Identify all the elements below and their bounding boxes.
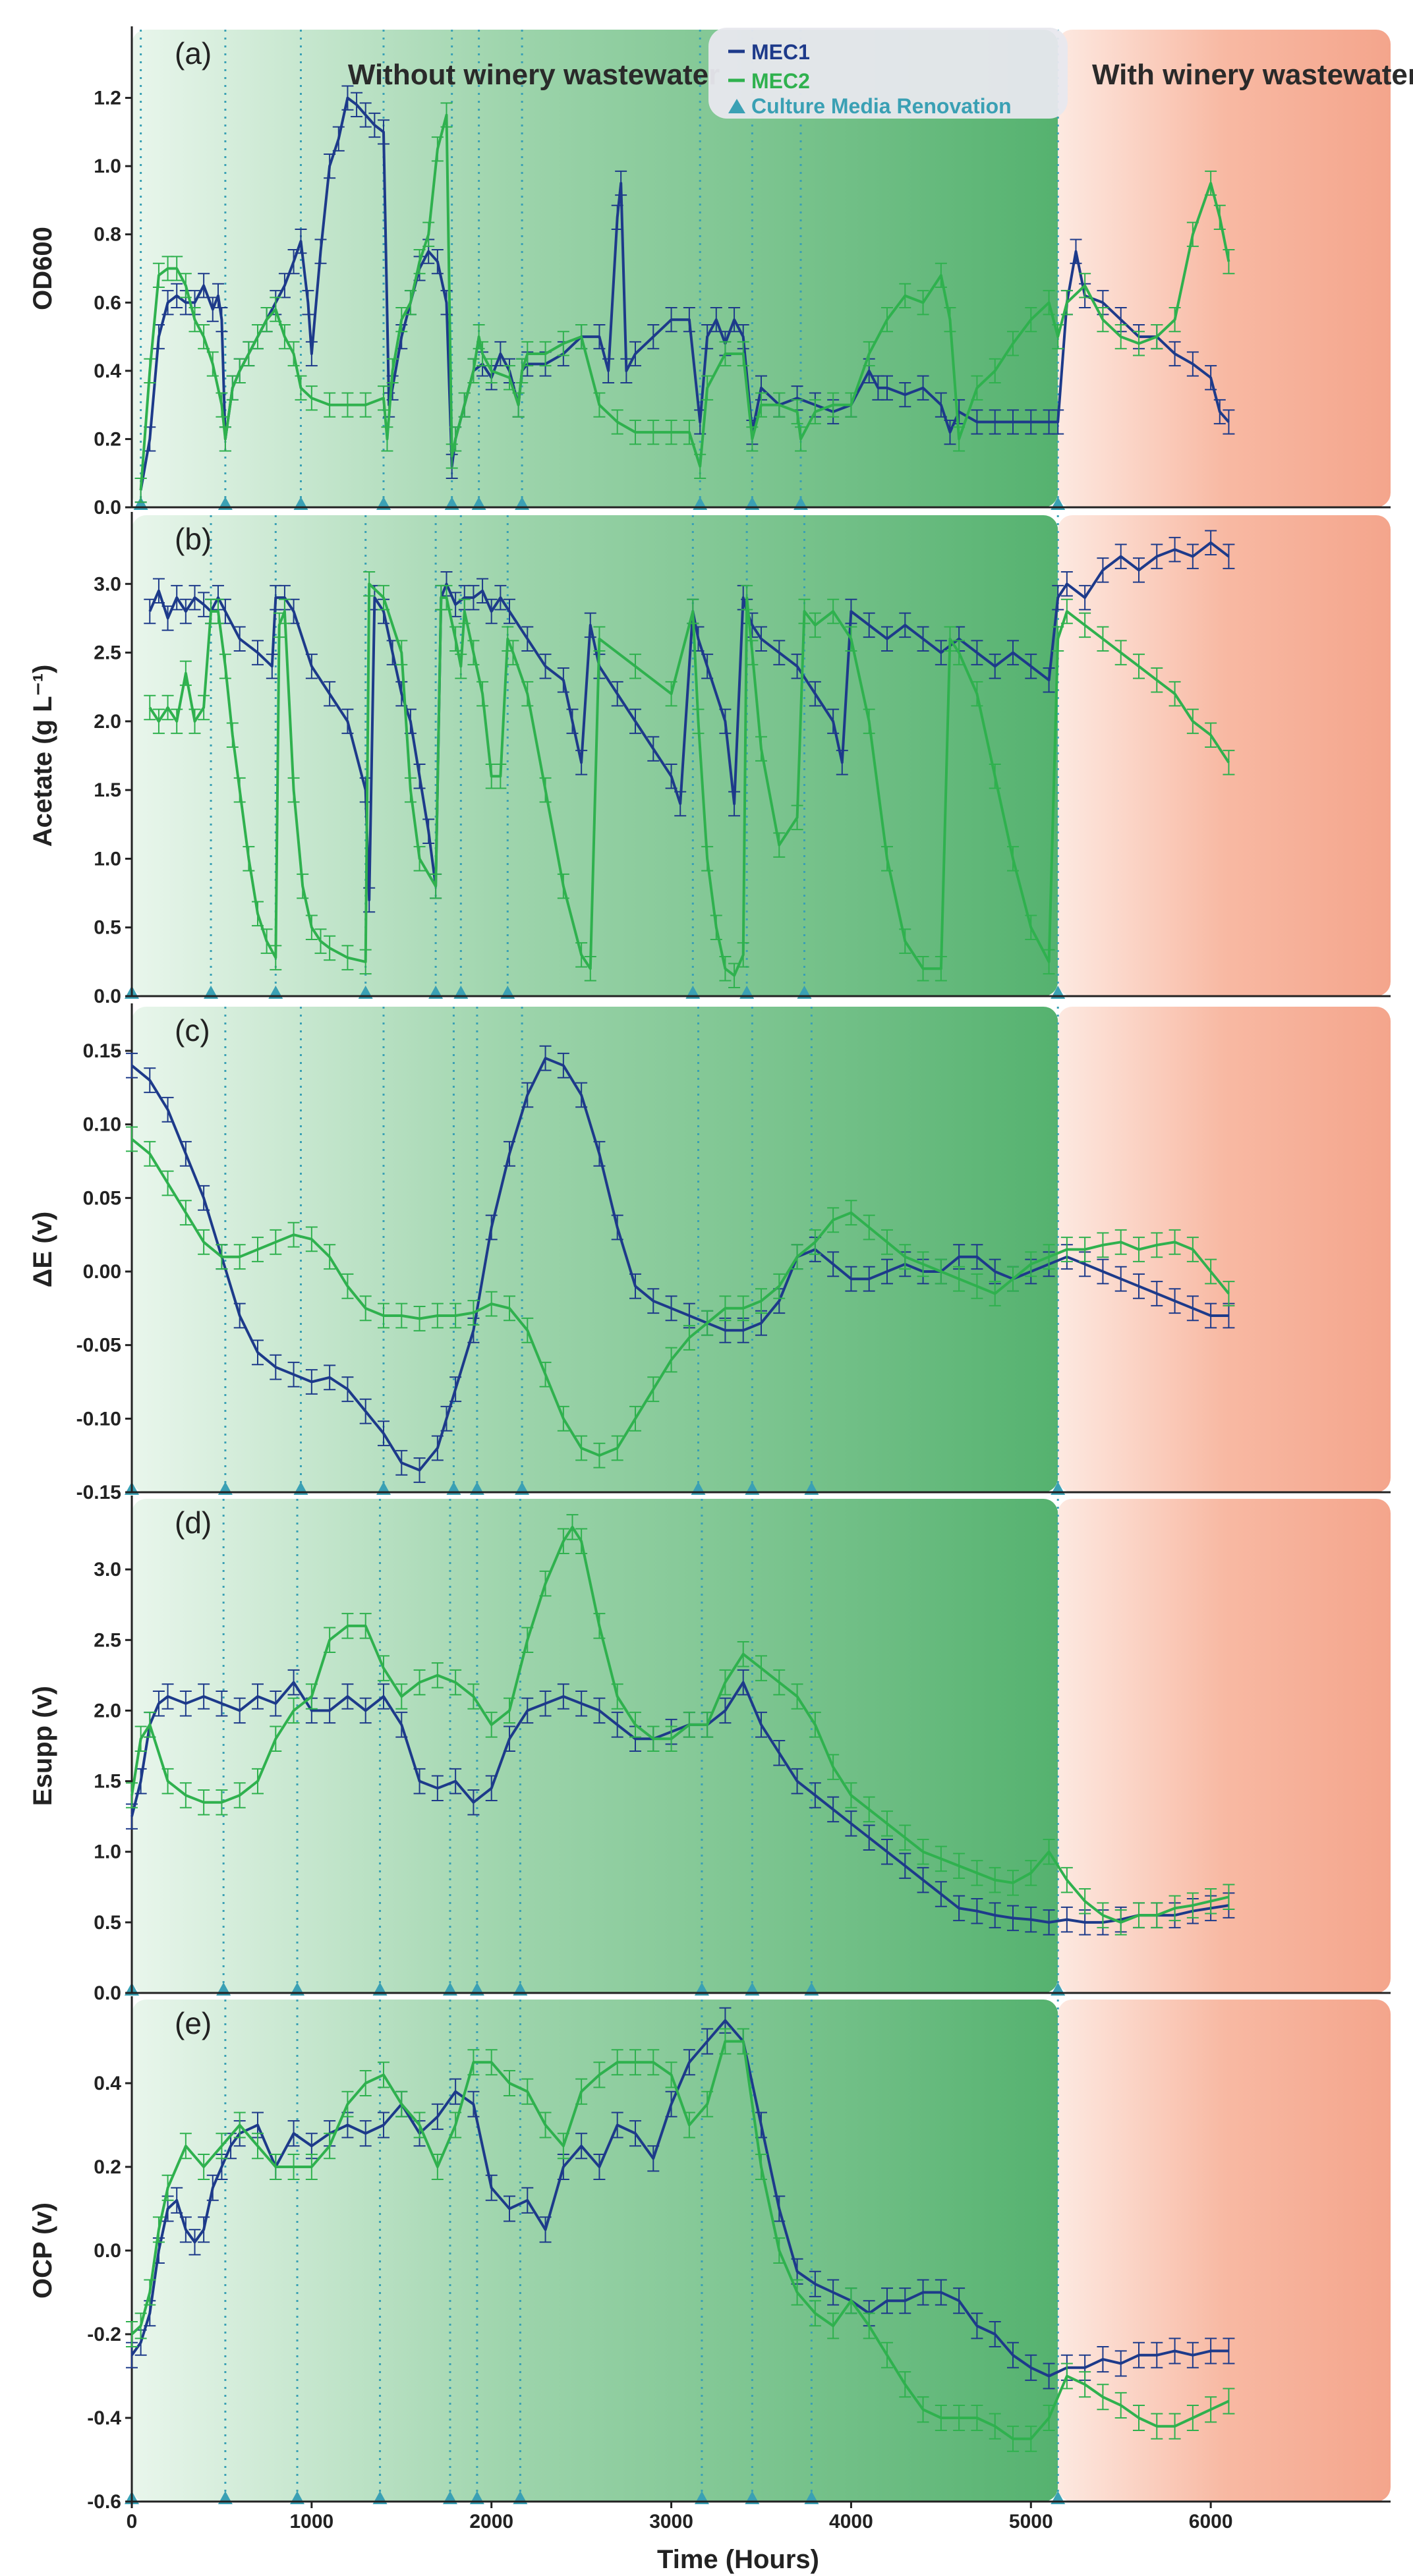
zone-without-wastewater xyxy=(132,2000,1058,2502)
y-tick-label: 1.0 xyxy=(94,848,121,870)
x-tick-label: 5000 xyxy=(1009,2511,1053,2533)
legend-background xyxy=(708,28,1068,119)
y-tick-label: -0.2 xyxy=(87,2324,121,2345)
y-tick-label: -0.10 xyxy=(76,1408,121,1430)
y-tick-label: 1.0 xyxy=(94,155,121,177)
legend-renovation-label: Culture Media Renovation xyxy=(751,94,1012,118)
series-line-mec2 xyxy=(130,1525,1229,1924)
y-tick-label: 0.8 xyxy=(94,224,121,246)
y-tick-label: 0.5 xyxy=(94,917,121,939)
legend: MEC1 MEC2 Culture Media Renovation xyxy=(708,28,1068,119)
y-tick-label: 0.0 xyxy=(94,497,121,518)
y-tick-label: 2.0 xyxy=(94,711,121,733)
panel-d: 0.0 0.5 1.0 1.5 2.0 2.5 3.0 Esupp (v) (d) xyxy=(28,1496,1391,2004)
series-line-mec1 xyxy=(130,2019,1229,2378)
x-tick-label: 4000 xyxy=(829,2511,873,2533)
series-mec1 xyxy=(144,530,1235,913)
panel-label: (a) xyxy=(175,36,212,70)
y-tick-label: 0.10 xyxy=(83,1114,121,1136)
y-tick-label: 0.4 xyxy=(94,360,121,382)
series-mec2 xyxy=(144,571,1235,988)
series-mec2 xyxy=(134,102,1235,503)
x-axis-label: Time (Hours) xyxy=(657,2545,819,2574)
panel-b: 0.0 0.5 1.0 1.5 2.0 2.5 3.0 Acetate (g L⁻¹) (b) xyxy=(28,512,1391,1007)
y-tick-label: 0.5 xyxy=(94,1912,121,1934)
y-axis-label: OD600 xyxy=(28,227,57,310)
x-tick-label: 1000 xyxy=(289,2511,333,2533)
panel-e: -0.6 -0.4 -0.2 0.0 0.2 0.4 OCP (v) (e) 0 1000 2000… xyxy=(28,1996,1391,2533)
panel-label: (d) xyxy=(175,1505,212,1540)
y-tick-label: -0.05 xyxy=(76,1335,121,1357)
y-tick-label: -0.15 xyxy=(76,1482,121,1503)
y-tick-label: 0.2 xyxy=(94,2156,121,2178)
series-line-mec2 xyxy=(130,2040,1230,2440)
zone-without-wastewater xyxy=(132,1007,1058,1492)
y-tick-label: 0.05 xyxy=(83,1187,121,1209)
y-axis-label: Acetate (g L⁻¹) xyxy=(28,665,57,847)
y-tick-label: 3.0 xyxy=(94,573,121,595)
y-tick-label: 2.5 xyxy=(94,642,121,664)
legend-renovation-triangle-icon xyxy=(728,99,745,113)
region-label-with: With winery wastewater xyxy=(1092,59,1413,91)
y-tick-label: 1.5 xyxy=(94,1771,121,1793)
panel-label: (e) xyxy=(175,2006,212,2040)
series-line-mec1 xyxy=(130,1681,1229,1924)
y-tick-label: 0.4 xyxy=(94,2073,121,2094)
y-tick-label: 0.0 xyxy=(94,1982,121,2004)
y-tick-label: 1.2 xyxy=(94,88,121,109)
y-tick-label: 0.00 xyxy=(83,1261,121,1283)
y-axis-label: Esupp (v) xyxy=(28,1686,57,1806)
panel-c: -0.15 -0.10 -0.05 0.00 0.05 0.10 0.15 ΔE (v) (c) xyxy=(28,1003,1391,1503)
legend-mec2-label: MEC2 xyxy=(751,69,810,93)
series-line-mec2 xyxy=(130,1138,1230,1457)
y-tick-label: -0.6 xyxy=(87,2491,121,2513)
y-tick-label: 0.15 xyxy=(83,1040,121,1062)
y-axis-label: ΔE (v) xyxy=(28,1212,57,1287)
zone-without-wastewater xyxy=(132,1499,1058,1993)
y-tick-label: 0.2 xyxy=(94,428,121,450)
y-tick-label: 0.0 xyxy=(94,2240,121,2262)
y-tick-label: 0.0 xyxy=(94,986,121,1007)
panel-label: (b) xyxy=(175,522,212,556)
zone-with-wastewater xyxy=(1058,1499,1391,1993)
zone-with-wastewater xyxy=(1058,1007,1391,1492)
y-tick-label: -0.4 xyxy=(87,2407,121,2429)
y-tick-label: 1.5 xyxy=(94,779,121,801)
y-axis-label: OCP (v) xyxy=(28,2202,57,2299)
series-mec2 xyxy=(126,1126,1235,1469)
series-mec2 xyxy=(126,1514,1235,1936)
panels-container: 0.0 0.2 0.4 0.6 0.8 1.0 1.2 OD600 (a) 0.0 0.5 1.0 1.… xyxy=(28,26,1391,2533)
x-tick-label: 6000 xyxy=(1189,2511,1233,2533)
panel-a: 0.0 0.2 0.4 0.6 0.8 1.0 1.2 OD600 (a) xyxy=(28,26,1391,518)
x-tick-label: 0 xyxy=(127,2511,138,2533)
y-tick-label: 0.6 xyxy=(94,292,121,314)
x-tick-label: 3000 xyxy=(649,2511,693,2533)
zone-with-wastewater xyxy=(1058,2000,1391,2502)
region-label-without-line1: Without winery wastewater xyxy=(348,59,720,91)
y-tick-label: 2.5 xyxy=(94,1629,121,1651)
y-tick-label: 3.0 xyxy=(94,1559,121,1581)
series-mec2 xyxy=(126,2028,1235,2452)
zone-with-wastewater xyxy=(1058,30,1391,507)
y-tick-label: 2.0 xyxy=(94,1700,121,1722)
zone-without-wastewater xyxy=(132,30,1058,507)
y-tick-label: 1.0 xyxy=(94,1841,121,1863)
series-mec1 xyxy=(126,1669,1235,1936)
legend-mec1-label: MEC1 xyxy=(751,40,810,64)
x-tick-label: 2000 xyxy=(469,2511,513,2533)
panel-label: (c) xyxy=(175,1013,210,1048)
